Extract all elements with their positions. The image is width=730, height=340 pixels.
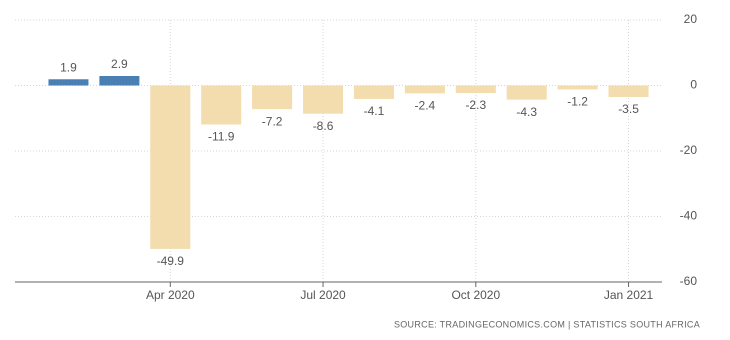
bar [99, 76, 140, 86]
y-tick-label: -20 [680, 143, 698, 157]
x-tick-label: Jul 2020 [300, 288, 346, 302]
y-tick-label: 0 [690, 78, 697, 92]
y-tick-label: 20 [684, 12, 698, 26]
bar [557, 85, 598, 90]
value-label: 1.9 [60, 60, 77, 74]
value-label: -4.1 [364, 104, 385, 118]
value-label: -7.2 [262, 114, 283, 128]
bar [48, 79, 89, 86]
bar [608, 85, 649, 97]
bar [404, 85, 445, 94]
bar [303, 85, 344, 114]
bar [150, 85, 191, 249]
value-label: -2.4 [415, 99, 436, 113]
value-label: -3.5 [618, 102, 639, 116]
value-label: 2.9 [111, 57, 128, 71]
value-label: -11.9 [208, 130, 235, 144]
value-label: -8.6 [313, 119, 334, 133]
value-label: -1.2 [567, 95, 588, 109]
bar [353, 85, 394, 99]
y-tick-label: -60 [680, 274, 698, 288]
value-label: -2.3 [465, 98, 486, 112]
x-tick-label: Oct 2020 [451, 288, 500, 302]
bar [455, 85, 496, 94]
x-tick-label: Apr 2020 [146, 288, 195, 302]
value-label: -49.9 [157, 254, 185, 268]
y-tick-label: -40 [680, 209, 698, 223]
bar [201, 85, 242, 125]
value-label: -4.3 [516, 105, 537, 119]
bar [252, 85, 293, 110]
source: SOURCE: TRADINGECONOMICS.COM | STATISTIC… [394, 319, 700, 329]
x-tick-label: Jan 2021 [604, 288, 654, 302]
bar [506, 85, 547, 100]
